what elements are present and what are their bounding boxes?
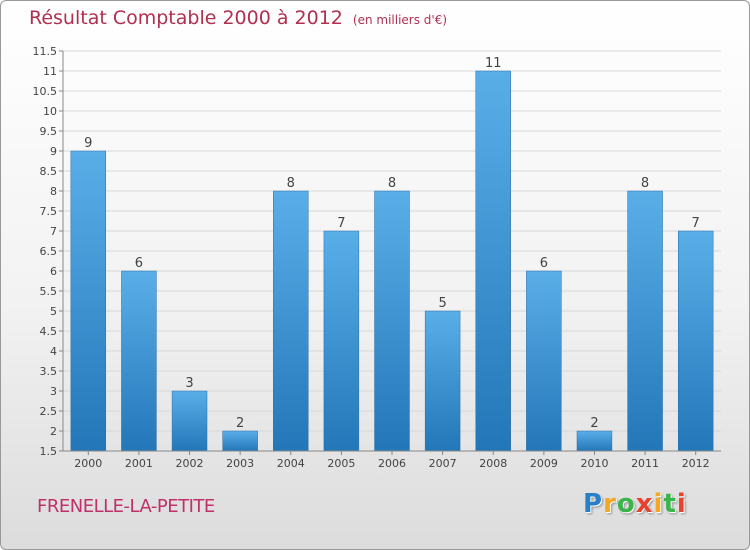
- y-tick-label: 6.5: [40, 245, 58, 258]
- logo-letter: i: [653, 489, 664, 519]
- y-tick-label: 5.5: [40, 285, 58, 298]
- logo-letter: i: [676, 489, 687, 519]
- x-tick-label: 2010: [580, 457, 608, 470]
- data-label: 8: [388, 176, 396, 191]
- y-tick-label: 4: [50, 345, 57, 358]
- y-tick-label: 4.5: [40, 325, 58, 338]
- bar-2010: [576, 430, 613, 452]
- data-label: 11: [485, 56, 502, 71]
- bar-2002: [171, 390, 208, 452]
- chart-title: Résultat Comptable 2000 à 2012 (en millie…: [29, 7, 447, 29]
- bar-2000: [70, 150, 107, 452]
- x-tick-label: 2011: [631, 457, 659, 470]
- y-tick-label: 8.5: [40, 165, 58, 178]
- y-tick-label: 7: [50, 225, 57, 238]
- logo-letter: t: [663, 489, 677, 519]
- x-tick-label: 2000: [74, 457, 102, 470]
- x-tick-label: 2001: [125, 457, 153, 470]
- data-label: 8: [641, 176, 649, 191]
- y-tick-label: 9.5: [40, 125, 58, 138]
- bar-2004: [273, 190, 309, 452]
- logo-letter: r: [603, 489, 617, 519]
- logo-letter: P: [583, 489, 604, 519]
- y-tick-label: 1.5: [40, 445, 58, 458]
- y-tick-label: 8: [50, 185, 57, 198]
- bar-2003: [222, 430, 258, 452]
- bars: [70, 70, 714, 452]
- x-tick-label: 2006: [378, 457, 406, 470]
- bar-2008: [475, 70, 511, 452]
- data-label: 8: [287, 176, 295, 191]
- logo-letter: x: [635, 489, 654, 519]
- y-tick-label: 10.5: [33, 85, 58, 98]
- bar-2011: [627, 190, 663, 452]
- y-tick-label: 2.5: [40, 405, 58, 418]
- bar-2001: [121, 270, 157, 452]
- y-tick-label: 9: [50, 145, 57, 158]
- data-label: 6: [540, 256, 548, 271]
- x-tick-label: 2004: [277, 457, 305, 470]
- y-tick-label: 11.5: [33, 45, 58, 58]
- y-tick-label: 10: [43, 105, 57, 118]
- y-tick-label: 5: [50, 305, 57, 318]
- x-tick-label: 2002: [176, 457, 204, 470]
- x-tick-label: 2005: [327, 457, 355, 470]
- axes: [59, 50, 721, 455]
- data-label: 5: [438, 296, 446, 311]
- bar-2005: [323, 230, 360, 452]
- x-tick-label: 2008: [479, 457, 507, 470]
- y-tick-label: 7.5: [40, 205, 58, 218]
- data-label: 3: [185, 376, 193, 391]
- data-label: 7: [692, 216, 700, 231]
- x-tick-label: 2012: [682, 457, 710, 470]
- y-tick-label: 11: [43, 65, 57, 78]
- y-tick-label: 2: [50, 425, 57, 438]
- chart-title-main: Résultat Comptable 2000 à 2012: [29, 7, 343, 29]
- bar-2006: [374, 190, 410, 452]
- y-tick-label: 6: [50, 265, 57, 278]
- data-label: 2: [236, 416, 244, 431]
- bar-2012: [677, 230, 714, 452]
- bar-2009: [526, 270, 562, 452]
- labels: 1.5 2 2.5 3 3.5 4 4.5 5 5.5 6 6.5 7 7.5 8 8.5 9 9.5 10 10.…: [33, 45, 710, 470]
- chart-subtitle: (en milliers d'€): [352, 13, 448, 27]
- data-label: 2: [590, 416, 598, 431]
- logo-letter: o: [616, 489, 636, 519]
- x-tick-label: 2009: [530, 457, 558, 470]
- bar-2007: [424, 310, 461, 452]
- x-tick-label: 2007: [429, 457, 457, 470]
- data-label: 6: [135, 256, 143, 271]
- proxiti-logo: Proxiti: [583, 489, 687, 519]
- data-label: 9: [84, 136, 92, 151]
- y-tick-label: 3: [50, 385, 57, 398]
- y-tick-label: 3.5: [40, 365, 58, 378]
- data-label: 7: [337, 216, 345, 231]
- commune-name: FRENELLE-LA-PETITE: [37, 496, 215, 517]
- x-tick-label: 2003: [226, 457, 254, 470]
